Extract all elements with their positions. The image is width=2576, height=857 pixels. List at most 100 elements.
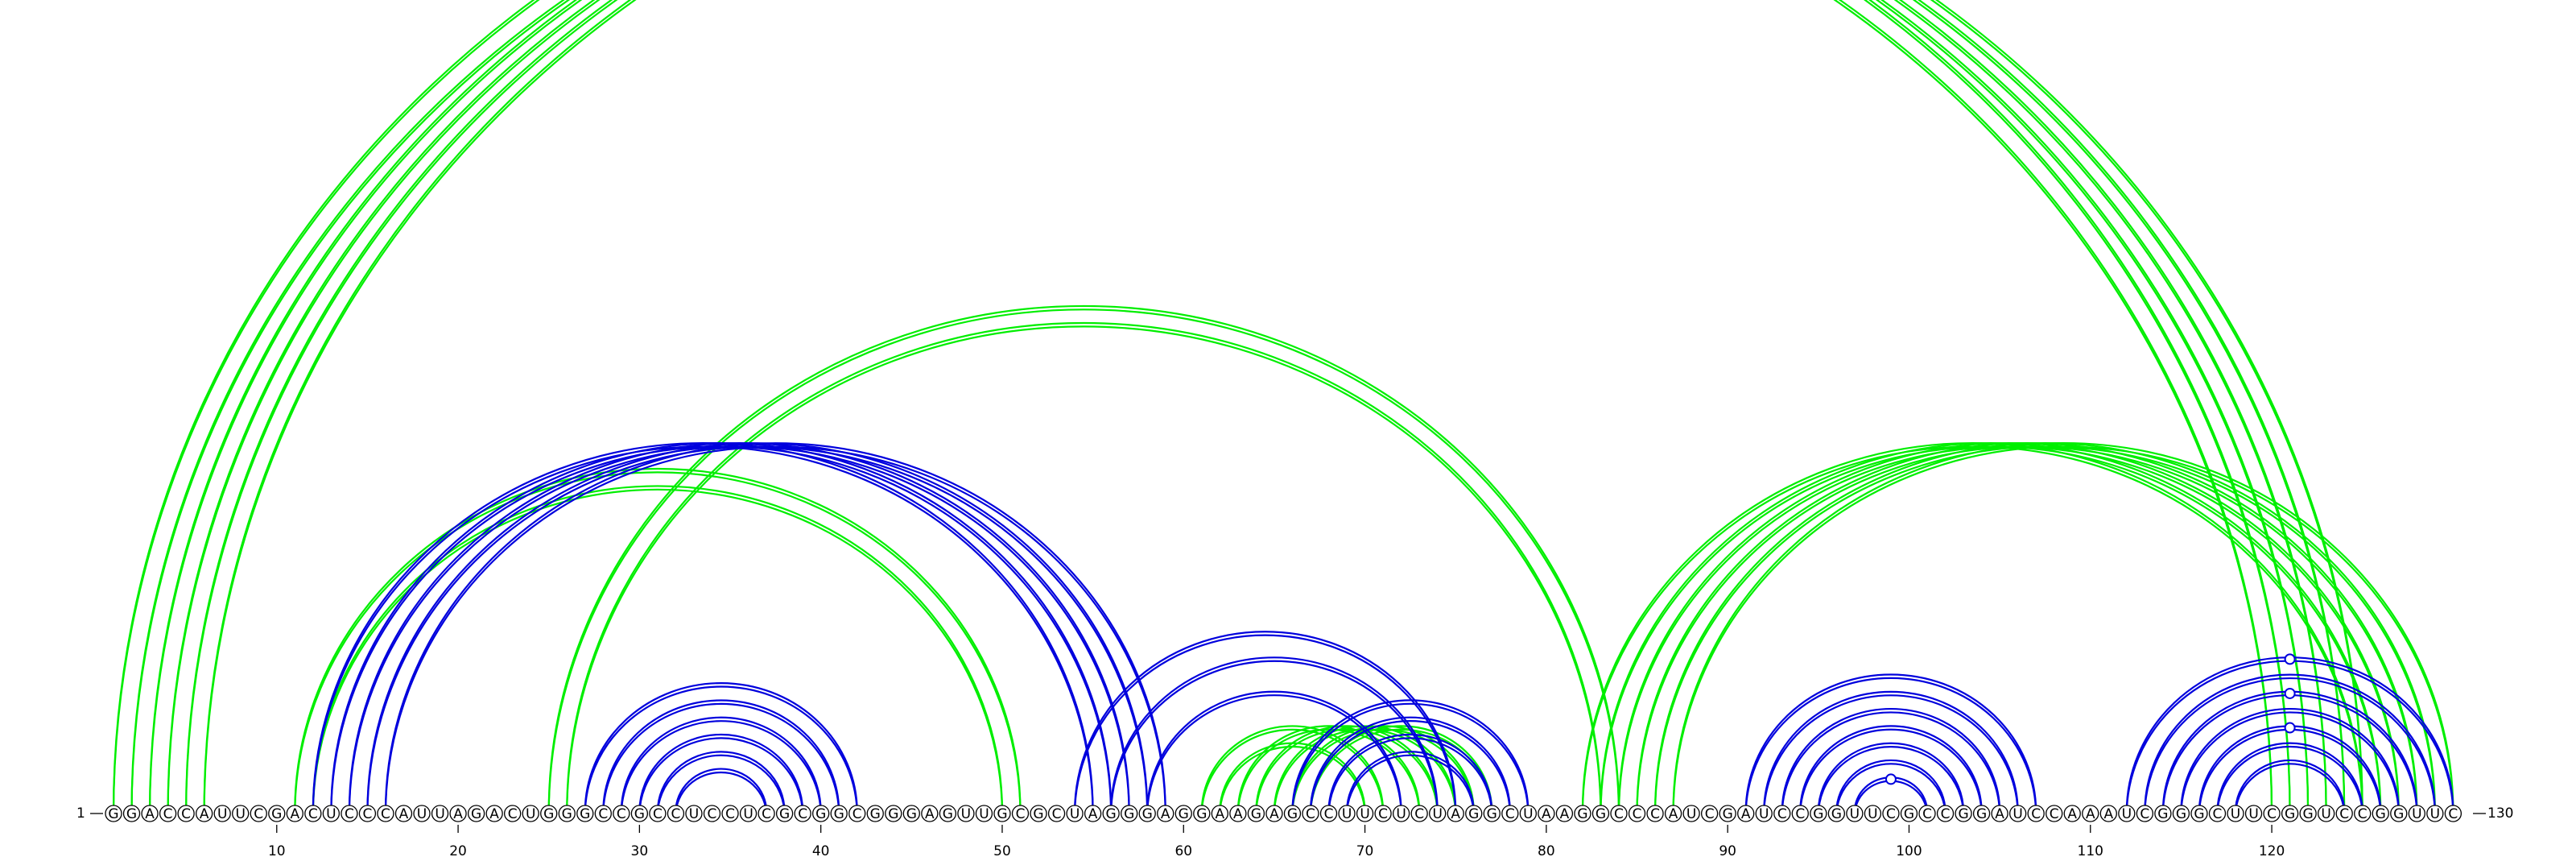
nucleotide-75: A [1447,805,1464,822]
green-arc-26-83-a [566,321,1602,812]
blue-arc-67-78-a [1309,716,1511,812]
nucleotide-40: G [812,805,830,822]
blue-arc-28-41-a [602,699,840,812]
nucleotide-126: G [2372,805,2389,822]
nucleotide-circle [2390,805,2408,822]
nucleotide-24: U [522,805,539,822]
nucleotide-31: C [649,805,667,822]
blue-arc-marker-112-130 [2284,653,2296,665]
nucleotide-69: U [1338,805,1356,822]
nucleotide-letter: G [1487,806,1497,822]
nucleotide-letter: C [598,806,608,822]
nucleotide-74: U [1429,805,1447,822]
nucleotide-circle [1538,805,1555,822]
blue-arc-32-37-b [675,771,768,816]
nucleotide-119: U [2244,805,2263,822]
nucleotide-circle [1755,805,1773,822]
nucleotide-10: G [268,805,286,822]
blue-arc-27-42-b [584,685,858,816]
nucleotide-circle [1810,805,1827,822]
green-arc-1-121-a [112,0,2291,812]
nucleotide-letter: U [326,806,336,822]
nucleotide-circle [1392,805,1410,822]
nucleotide-90: G [1719,805,1736,822]
nucleotide-letter: A [1088,806,1098,822]
blue-arc-54-75-a [1073,631,1457,812]
nucleotide-circle [1591,805,1610,822]
nucleotide-59: A [1157,805,1174,822]
nucleotide-letter: A [1542,806,1551,822]
axis-tick-label-20: 20 [449,843,467,857]
nucleotide-12: C [304,805,322,822]
nucleotide-letter: C [2358,806,2368,822]
nucleotide-79: U [1519,805,1537,822]
nucleotide-letter: G [2393,806,2404,822]
nucleotide-38: G [775,805,794,822]
nucleotide-circle [394,805,413,822]
nucleotide-circle [939,805,957,822]
nucleotide-letter: G [1958,806,1968,822]
nucleotide-88: U [1682,805,1700,822]
nucleotide-circle [558,805,576,822]
green-arc-85-128-a [1636,442,2418,812]
nucleotide-circle [667,805,685,822]
nucleotide-circle [1501,805,1519,822]
axis-tick-label-100: 100 [1896,843,1922,857]
nucleotide-circle [2299,805,2317,822]
nucleotide-37: C [758,805,775,822]
nucleotide-letter: C [1633,806,1642,822]
blue-arc-29-40-b [620,720,822,816]
nucleotide-2: G [122,805,141,822]
axis-tick-label-80: 80 [1538,843,1555,857]
nucleotide-letter: G [2303,806,2314,822]
blue-arc-31-38-a [656,751,786,812]
green-arc-87-130-a [1672,442,2454,812]
nucleotide-letter: U [235,806,245,822]
blue-arc-93-105-b [1781,711,2001,816]
nucleotide-letter: G [543,806,554,822]
nucleotide-letter: U [435,806,444,822]
nucleotide-circle [1319,805,1338,822]
nucleotide-5: C [177,805,195,822]
nucleotide-106: U [2008,805,2027,822]
nucleotide-circle [2027,805,2045,822]
nucleotide-letter: C [1941,806,1951,822]
nucleotide-52: G [1030,805,1047,822]
nucleotide-letter: C [362,806,372,822]
nucleotide-letter: C [671,806,680,822]
nucleotide-circle [739,805,758,822]
nucleotide-circle [286,805,303,822]
nucleotide-120: C [2263,805,2281,822]
nucleotide-8: U [232,805,250,822]
blue-arc-91-107-a [1744,673,2037,812]
nucleotide-circle [322,805,341,822]
green-arc-12-50-a [312,485,1004,812]
nucleotide-circle [1555,805,1574,822]
nucleotide-letter: G [126,806,137,822]
nucleotide-letter: U [2231,806,2240,822]
nucleotide-circle [1338,805,1356,822]
nucleotide-letter: G [1287,806,1298,822]
nucleotide-letter: G [562,806,572,822]
nucleotide-82: G [1574,805,1591,822]
nucleotide-letter: C [508,806,518,822]
green-arc-1-121-b [112,0,2291,816]
axis-tick-label-120: 120 [2259,843,2285,857]
nucleotide-letter: U [1868,806,1877,822]
nucleotide-circle [1138,805,1156,822]
nucleotide-102: C [1936,805,1955,822]
nucleotide-letter: C [254,806,263,822]
nucleotide-letter: C [1795,806,1805,822]
nucleotide-117: C [2208,805,2227,822]
blue-arc-94-104-a [1799,725,1983,812]
nucleotide-letter: A [290,806,299,822]
green-arc-61-71-b [1200,728,1385,816]
blue-arc-marker-114-128 [2284,687,2296,699]
nucleotide-129: U [2426,805,2444,822]
nucleotide-92: U [1755,805,1773,822]
nucleotide-circle [2063,805,2081,822]
nucleotide-letter: C [2339,806,2349,822]
nucleotide-circle [1936,805,1955,822]
nucleotide-letter: G [1179,806,1189,822]
blue-arc-95-103-b [1817,745,1965,816]
